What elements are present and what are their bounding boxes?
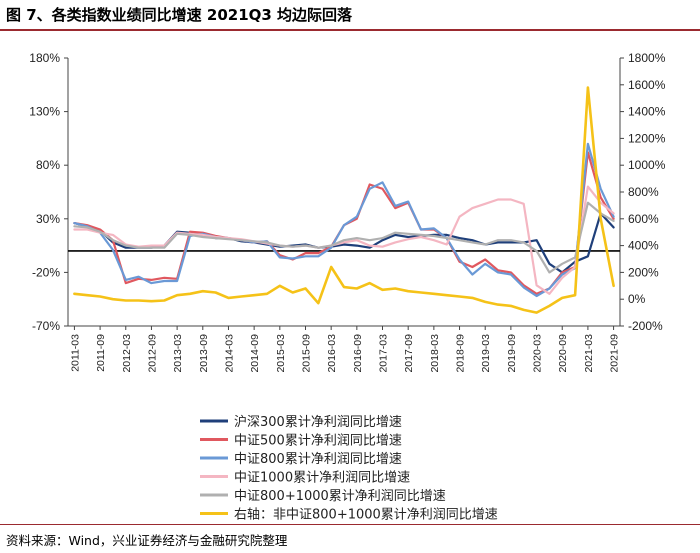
series-lines xyxy=(73,86,615,314)
axes: 180% 130% 80% 30% -20% -70% 1800% 1600% 1400% 120… xyxy=(29,51,665,373)
left-tick-label: 80% xyxy=(36,158,60,172)
series-line-6 xyxy=(73,86,615,314)
right-tick-label: 1000% xyxy=(628,158,666,172)
line-chart: 180% 130% 80% 30% -20% -70% 1800% 1600% 1400% 120… xyxy=(29,51,665,523)
right-tick-label: -200% xyxy=(628,319,663,333)
left-tick-label: -70% xyxy=(32,319,60,333)
series-line-3 xyxy=(73,142,615,298)
x-tick-label: 2016-03 xyxy=(326,334,338,373)
legend-label-6: 右轴：非中证800+1000累计净利润同比增速 xyxy=(234,508,498,523)
legend: 沪深300累计净利润同比增速中证500累计净利润同比增速中证800累计净利润同比… xyxy=(200,414,498,523)
right-tick-label: 400% xyxy=(628,239,659,253)
left-tick-label: 30% xyxy=(36,212,60,226)
legend-label-4: 中证1000累计净利润同比增速 xyxy=(234,471,410,486)
source-note: 资料来源：Wind，兴业证券经济与金融研究院整理 xyxy=(6,533,288,548)
legend-label-2: 中证500累计净利润同比增速 xyxy=(234,434,402,449)
chart-title: 图 7、各类指数业绩同比增速 2021Q3 均边际回落 xyxy=(6,6,353,24)
right-tick-label: 1200% xyxy=(628,131,666,145)
x-tick-label: 2016-09 xyxy=(352,334,364,373)
x-tick-label: 2014-09 xyxy=(249,334,261,373)
x-tick-label: 2020-03 xyxy=(532,334,544,373)
x-tick-label: 2017-03 xyxy=(378,334,390,373)
legend-label-1: 沪深300累计净利润同比增速 xyxy=(234,414,402,430)
x-tick-label: 2021-09 xyxy=(609,334,621,373)
x-tick-label: 2011-09 xyxy=(95,334,107,372)
x-tick-label: 2020-09 xyxy=(557,334,569,373)
right-tick-label: 800% xyxy=(628,185,659,199)
right-tick-label: 200% xyxy=(628,265,659,279)
x-tick-label: 2014-03 xyxy=(223,334,235,373)
x-tick-label: 2017-09 xyxy=(403,334,415,373)
x-tick-label: 2021-03 xyxy=(583,334,595,373)
x-tick-label: 2015-09 xyxy=(300,334,312,373)
x-tick-label: 2011-03 xyxy=(69,334,81,372)
legend-label-3: 中证800累计净利润同比增速 xyxy=(234,452,402,467)
series-line-2 xyxy=(73,151,615,295)
left-tick-label: 130% xyxy=(29,105,60,119)
left-tick-label: -20% xyxy=(32,265,60,279)
x-tick-label: 2015-03 xyxy=(275,334,287,373)
x-tick-label: 2018-03 xyxy=(429,334,441,373)
title-rule xyxy=(0,29,700,31)
right-tick-label: 600% xyxy=(628,212,659,226)
series-line-4 xyxy=(73,185,615,295)
x-tick-label: 2013-09 xyxy=(198,334,210,373)
x-tick-label: 2019-03 xyxy=(480,334,492,373)
series-line-5 xyxy=(73,201,615,274)
right-tick-label: 1600% xyxy=(628,78,666,92)
x-tick-label: 2012-03 xyxy=(121,334,133,373)
right-tick-label: 1800% xyxy=(628,51,666,65)
left-tick-label: 180% xyxy=(29,51,60,65)
x-tick-label: 2013-03 xyxy=(172,334,184,373)
x-tick-label: 2019-09 xyxy=(506,334,518,373)
legend-label-5: 中证800+1000累计净利润同比增速 xyxy=(234,489,446,504)
x-tick-label: 2018-09 xyxy=(455,334,467,373)
right-tick-label: 1400% xyxy=(628,105,666,119)
source-rule xyxy=(0,524,700,525)
right-tick-label: 0% xyxy=(628,292,646,306)
x-tick-label: 2012-09 xyxy=(146,334,158,373)
